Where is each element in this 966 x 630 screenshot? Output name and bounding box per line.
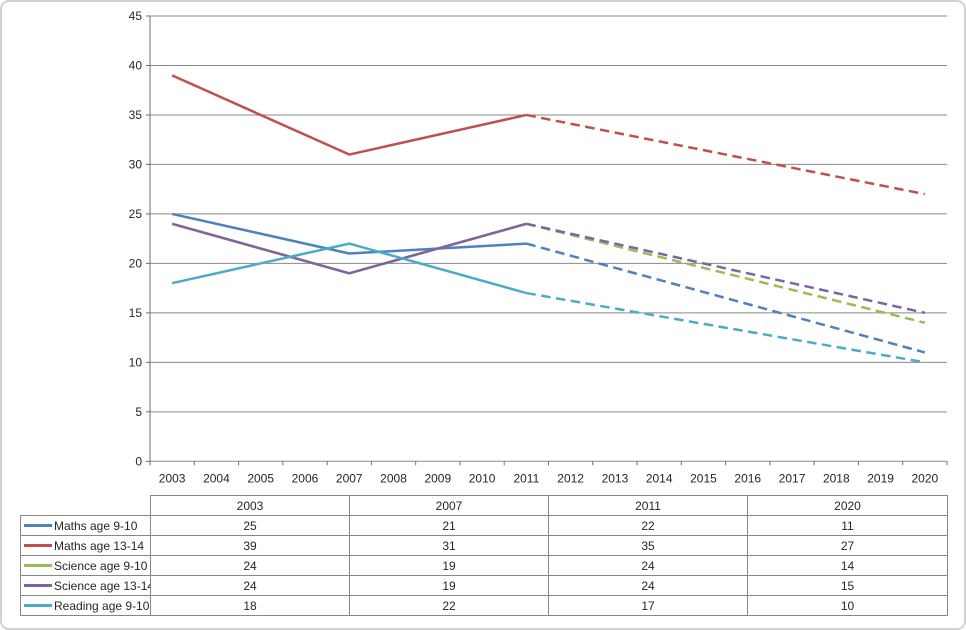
- value-cell: 24: [150, 555, 350, 576]
- value-cell: 10: [747, 595, 948, 616]
- svg-text:2010: 2010: [469, 471, 496, 485]
- value-cell: 22: [548, 515, 748, 536]
- svg-text:25: 25: [129, 207, 143, 221]
- series-label: Reading age 9-10: [54, 598, 150, 613]
- svg-text:5: 5: [135, 405, 142, 419]
- svg-text:20: 20: [129, 256, 143, 270]
- chart-data-table: 2003 2007 2011 2020 Maths age 9-10 25 21 22 11 M…: [20, 495, 948, 616]
- year-column-header: 2003: [150, 495, 350, 516]
- value-cell: 11: [747, 515, 948, 536]
- svg-text:2014: 2014: [646, 471, 673, 485]
- series-label: Science age 9-10: [54, 558, 148, 573]
- svg-text:2007: 2007: [336, 471, 363, 485]
- table-row: Science age 9-10 24 19 24 14: [20, 555, 948, 576]
- year-column-header: 2011: [548, 495, 748, 516]
- series-legend-cell: Reading age 9-10: [20, 595, 151, 616]
- value-cell: 24: [548, 555, 748, 576]
- value-cell: 19: [349, 555, 549, 576]
- legend-line-swatch-icon: [24, 603, 52, 607]
- value-cell: 14: [747, 555, 948, 576]
- svg-text:2004: 2004: [203, 471, 230, 485]
- series-label: Science age 13-14: [54, 578, 151, 593]
- value-cell: 27: [747, 535, 948, 556]
- svg-text:2009: 2009: [424, 471, 451, 485]
- svg-text:2005: 2005: [247, 471, 274, 485]
- value-cell: 24: [548, 575, 748, 596]
- table-row: Reading age 9-10 18 22 17 10: [20, 595, 948, 616]
- value-cell: 21: [349, 515, 549, 536]
- value-cell: 17: [548, 595, 748, 616]
- value-cell: 18: [150, 595, 350, 616]
- value-cell: 25: [150, 515, 350, 536]
- svg-text:2019: 2019: [867, 471, 894, 485]
- legend-column-header: [21, 496, 151, 516]
- series-legend-cell: Maths age 13-14: [20, 535, 151, 556]
- data-table-body: Maths age 9-10 25 21 22 11 Maths age 13-14 39 3…: [20, 515, 948, 616]
- svg-text:10: 10: [129, 355, 143, 369]
- svg-text:35: 35: [129, 108, 143, 122]
- svg-text:30: 30: [129, 157, 143, 171]
- series-label: Maths age 9-10: [54, 518, 138, 533]
- value-cell: 15: [747, 575, 948, 596]
- svg-text:2017: 2017: [779, 471, 806, 485]
- value-cell: 39: [150, 535, 350, 556]
- value-cell: 35: [548, 535, 748, 556]
- value-cell: 19: [349, 575, 549, 596]
- value-cell: 31: [349, 535, 549, 556]
- svg-text:2008: 2008: [380, 471, 407, 485]
- svg-text:2015: 2015: [690, 471, 717, 485]
- table-header-row: 2003 2007 2011 2020: [21, 495, 948, 516]
- svg-text:2006: 2006: [292, 471, 319, 485]
- legend-line-swatch-icon: [24, 563, 52, 567]
- svg-text:2020: 2020: [912, 471, 939, 485]
- legend-line-swatch-icon: [24, 543, 52, 547]
- svg-text:2003: 2003: [159, 471, 186, 485]
- svg-text:45: 45: [129, 9, 143, 23]
- series-label: Maths age 13-14: [54, 538, 145, 553]
- series-legend-cell: Maths age 9-10: [20, 515, 151, 536]
- year-column-header: 2007: [349, 495, 549, 516]
- svg-text:2018: 2018: [823, 471, 850, 485]
- svg-text:2013: 2013: [602, 471, 629, 485]
- legend-line-swatch-icon: [24, 523, 52, 527]
- svg-text:2011: 2011: [513, 471, 539, 485]
- svg-text:2016: 2016: [734, 471, 761, 485]
- value-cell: 22: [349, 595, 549, 616]
- series-legend-cell: Science age 9-10: [20, 555, 151, 576]
- legend-line-swatch-icon: [24, 583, 52, 587]
- svg-text:15: 15: [129, 306, 143, 320]
- series-legend-cell: Science age 13-14: [20, 575, 151, 596]
- year-column-header: 2020: [747, 495, 948, 516]
- svg-text:0: 0: [135, 454, 142, 468]
- table-row: Maths age 13-14 39 31 35 27: [20, 535, 948, 556]
- svg-text:2012: 2012: [557, 471, 584, 485]
- table-row: Maths age 9-10 25 21 22 11: [20, 515, 948, 536]
- table-row: Science age 13-14 24 19 24 15: [20, 575, 948, 596]
- value-cell: 24: [150, 575, 350, 596]
- line-chart: 0 5 10 15 20 25 30 35 40 45 2003 2004 2005 2006 2007 20…: [129, 9, 948, 485]
- svg-text:40: 40: [129, 58, 143, 72]
